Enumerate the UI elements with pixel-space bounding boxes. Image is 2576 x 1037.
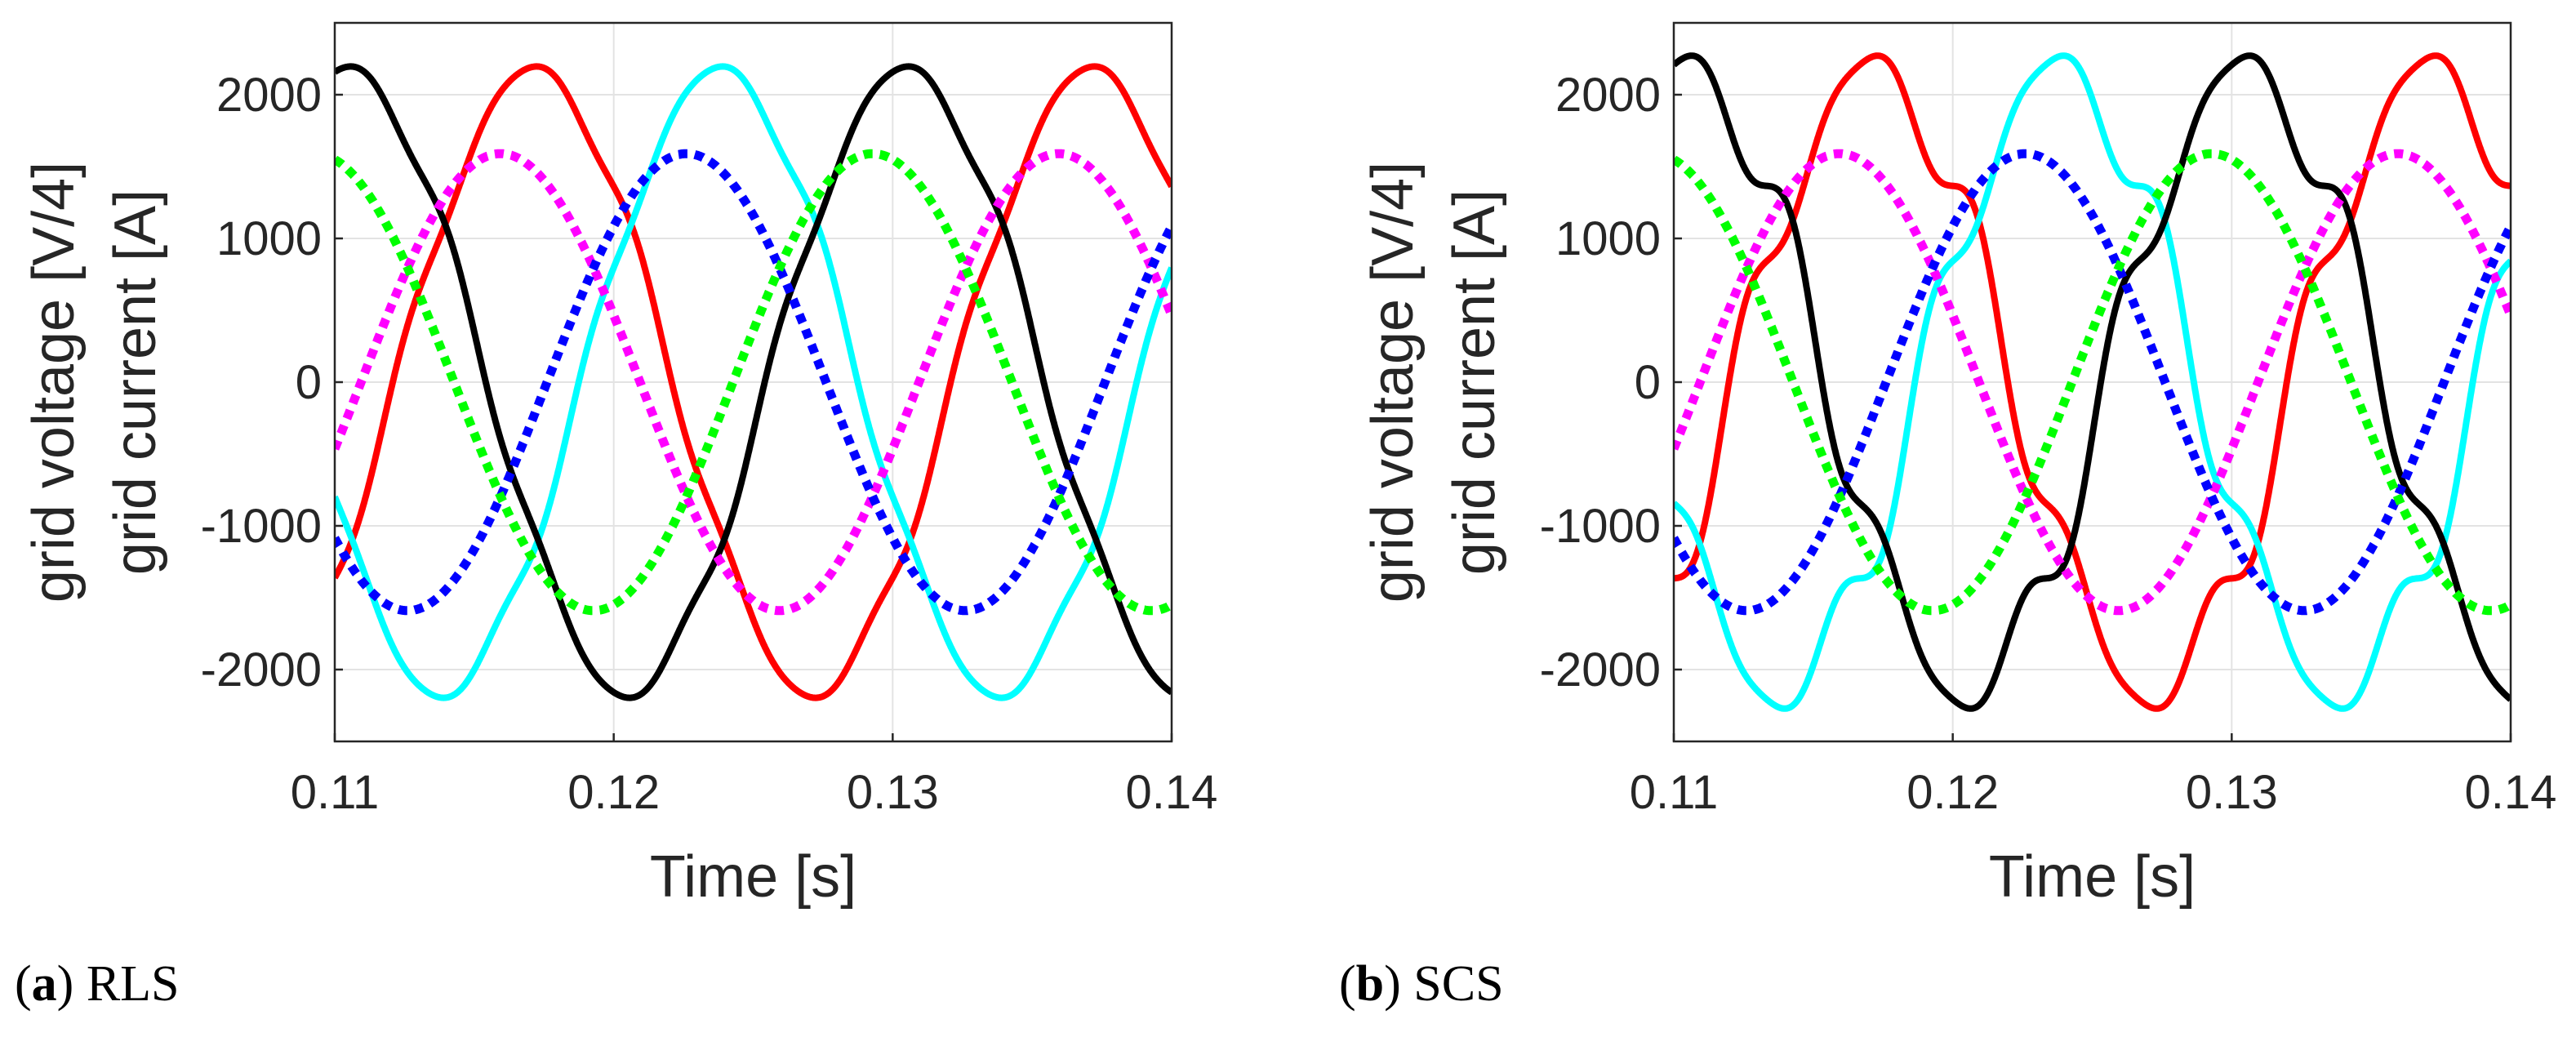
x-tick-label: 0.13 [847,766,939,819]
series-group [1674,52,2511,712]
x-axis-label: Time [s] [650,844,856,910]
series-line-5 [335,149,1172,616]
series-line-2 [1674,52,2511,712]
y-tick-label: 0 [296,356,322,409]
series-line-4 [335,149,1172,616]
caption-b: (b) SCS [1339,956,1504,1012]
series-line-3 [335,63,1172,701]
y-axis-label-line-1: grid voltage [V/4] [21,162,87,603]
x-tick-label: 0.14 [2465,766,2557,819]
y-tick-label: 1000 [1555,212,1661,265]
y-tick-label: -1000 [201,500,322,553]
series-line-6 [335,149,1172,616]
series-line-4 [1674,149,2511,616]
chart-panel-b: 0.11 0.12 0.13 0.14 -2000 -1000 0 1000 2000 Time … [1360,21,2557,910]
x-tick-label: 0.12 [567,766,660,819]
x-tick-label: 0.12 [1906,766,1999,819]
y-tick-label: -1000 [1540,500,1661,553]
y-tick-label: 1000 [216,212,322,265]
y-axis-label-line-2: grid current [A] [1442,189,1507,575]
caption-b-text: SCS [1413,956,1504,1012]
y-axis-label-line-2: grid current [A] [103,189,168,575]
caption-b-label: b [1355,956,1385,1012]
series-line-3 [1674,52,2511,712]
x-tick-label: 0.13 [2186,766,2278,819]
x-tick-label: 0.11 [291,766,380,819]
chart-panel-a: 0.11 0.12 0.13 0.14 -2000 -1000 0 1000 2000 Time … [21,21,1218,910]
y-tick-label: 0 [1635,356,1661,409]
y-axis-label-line-1: grid voltage [V/4] [1360,162,1426,603]
series-line-1 [335,63,1172,701]
series-line-5 [1674,149,2511,616]
caption-a-label: a [31,956,57,1012]
series-line-1 [1674,52,2511,712]
y-tick-label: 2000 [1555,69,1661,122]
y-tick-label: 2000 [216,69,322,122]
y-tick-label: -2000 [201,643,322,697]
x-tick-label: 0.11 [1630,766,1719,819]
x-axis-label: Time [s] [1989,844,2196,910]
caption-a: (a) RLS [15,956,180,1012]
series-group [335,63,1172,701]
series-line-6 [1674,149,2511,616]
series-line-2 [335,63,1172,701]
x-tick-label: 0.14 [1126,766,1218,819]
y-tick-label: -2000 [1540,643,1661,697]
caption-a-text: RLS [86,956,180,1012]
